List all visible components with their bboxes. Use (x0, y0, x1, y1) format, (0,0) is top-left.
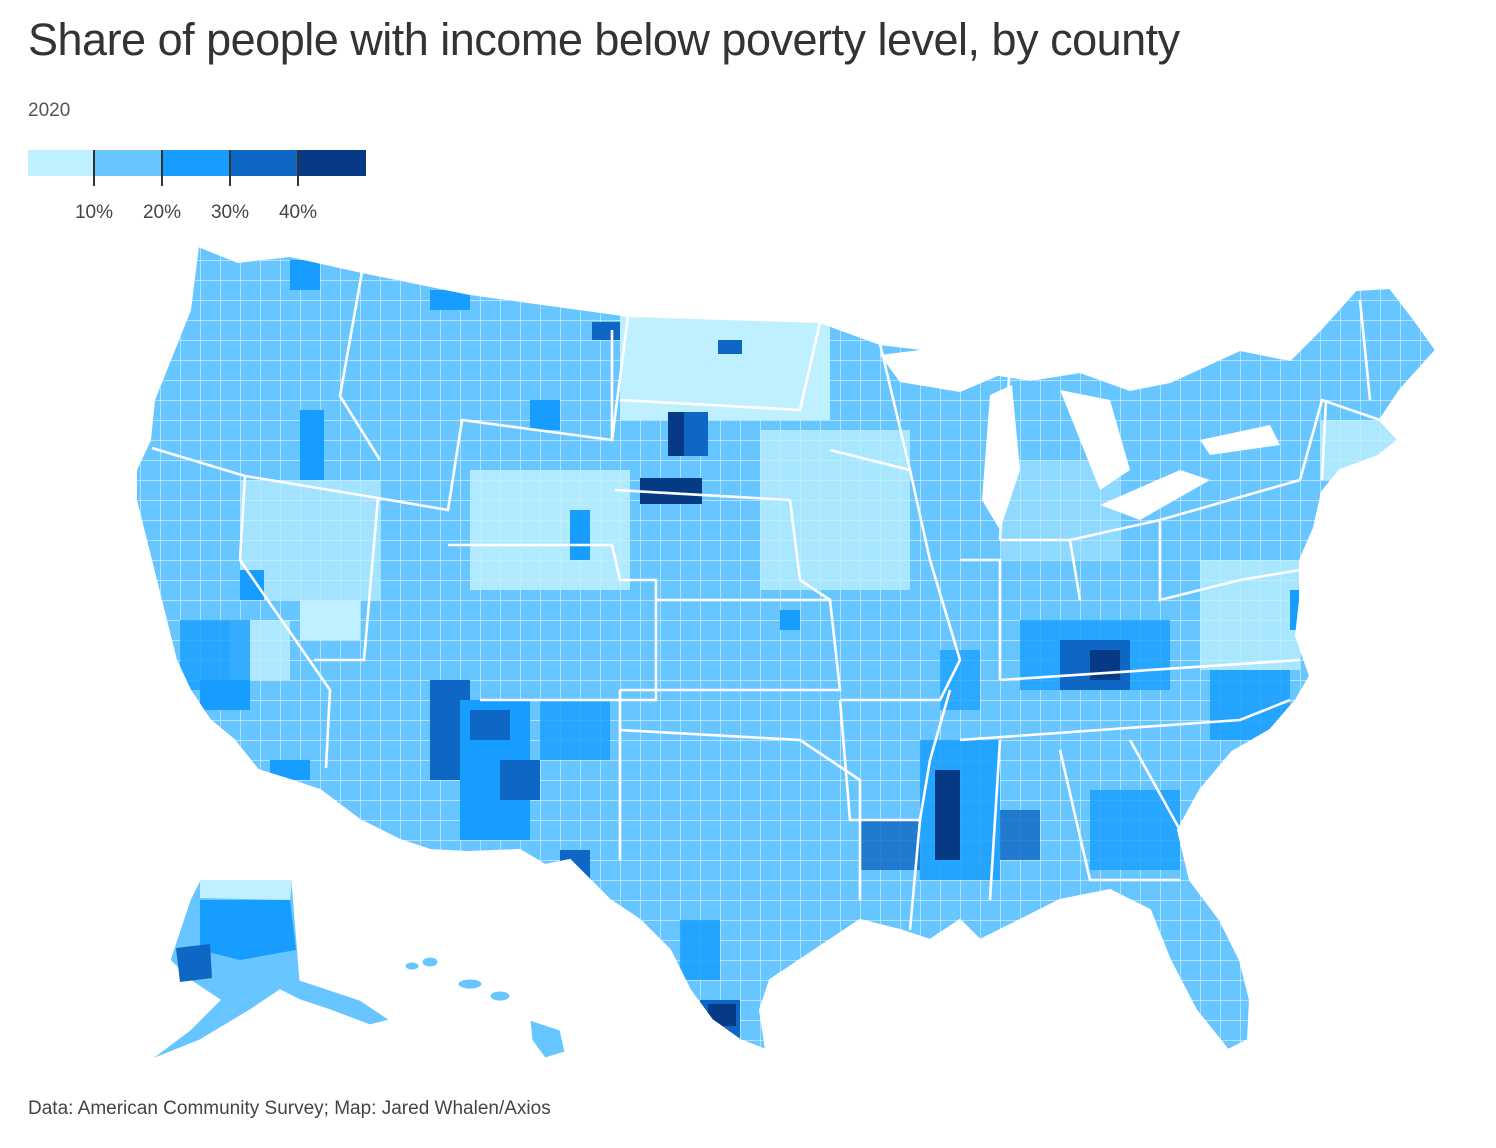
source-note: Data: American Community Survey; Map: Ja… (28, 1098, 551, 1119)
color-legend: 10% 20% 30% 40% (28, 150, 368, 230)
legend-label-10: 10% (74, 202, 114, 223)
chart-title: Share of people with income below povert… (28, 14, 1180, 65)
legend-swatch-2 (94, 150, 162, 176)
alaska (149, 879, 392, 1061)
legend-swatch-3 (162, 150, 230, 176)
legend-label-40: 40% (278, 202, 318, 223)
legend-tick-2 (161, 150, 163, 186)
state-borders (151, 271, 1381, 931)
hawaii (404, 956, 566, 1059)
legend-label-30: 30% (210, 202, 250, 223)
legend-tick-3 (229, 150, 231, 186)
legend-swatch-1 (28, 150, 94, 176)
legend-swatch-4 (230, 150, 298, 176)
great-lakes (880, 345, 1280, 530)
legend-bar (28, 150, 366, 176)
chart-subtitle: 2020 (28, 100, 71, 121)
legend-label-20: 20% (142, 202, 182, 223)
lower-48-states (135, 245, 1437, 1051)
legend-tick-4 (297, 150, 299, 186)
legend-tick-1 (93, 150, 95, 186)
legend-swatch-5 (298, 150, 366, 176)
